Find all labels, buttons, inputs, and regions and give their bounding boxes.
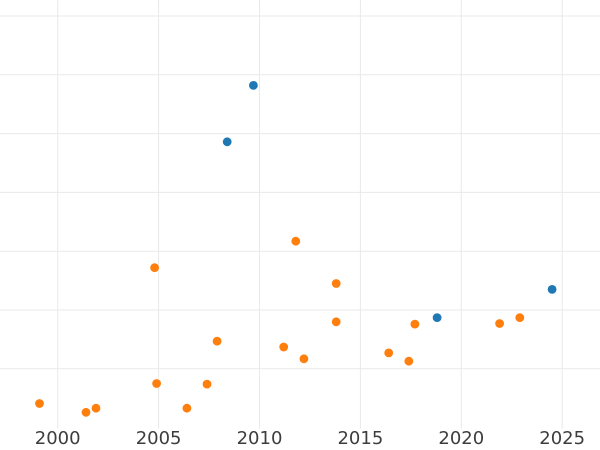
x-tick-label: 2000 — [35, 428, 81, 449]
data-point-orange — [331, 279, 341, 288]
x-tick-label: 2005 — [136, 428, 182, 449]
data-point-orange — [331, 317, 341, 327]
x-tick-label: 2015 — [337, 428, 383, 449]
data-point-orange — [152, 379, 162, 388]
data-point-blue — [222, 137, 232, 147]
data-point-orange — [384, 348, 394, 358]
x-tick-label: 2020 — [438, 428, 484, 449]
data-point-orange — [404, 356, 414, 366]
x-tick-label: 2025 — [539, 428, 585, 449]
data-point-orange — [299, 354, 309, 364]
data-point-orange — [182, 403, 192, 413]
data-point-blue — [547, 285, 557, 294]
data-point-orange — [410, 319, 420, 329]
data-point-orange — [35, 399, 44, 408]
data-point-orange — [279, 342, 289, 352]
data-point-orange — [212, 336, 222, 346]
x-tick-label: 2010 — [237, 428, 283, 449]
data-point-orange — [150, 263, 160, 273]
data-point-blue — [432, 313, 442, 322]
data-point-blue — [249, 81, 258, 90]
data-point-orange — [91, 403, 101, 413]
data-point-orange — [81, 407, 91, 417]
data-point-orange — [515, 313, 525, 322]
data-point-orange — [202, 379, 212, 389]
data-point-orange — [291, 236, 301, 246]
data-point-orange — [495, 319, 504, 328]
